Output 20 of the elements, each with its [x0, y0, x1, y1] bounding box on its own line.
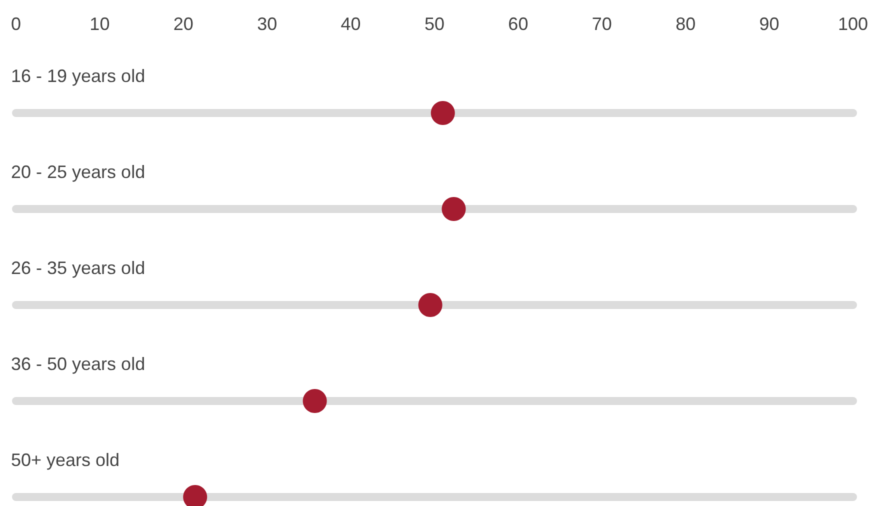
x-tick-label: 90: [759, 14, 780, 34]
x-tick-label: 60: [508, 14, 528, 34]
x-tick-label: 100: [838, 14, 868, 34]
point: [302, 389, 327, 413]
y-tick-label: 36 - 50 years old: [11, 354, 146, 374]
x-tick-label: 30: [257, 14, 278, 34]
y-tick-label: 16 - 19 years old: [11, 66, 146, 86]
point: [418, 293, 442, 317]
x-tick-label: 70: [592, 14, 612, 34]
point: [430, 101, 455, 125]
x-tick-label: 50: [424, 14, 445, 34]
y-tick-label: 50+ years old: [11, 450, 120, 470]
y-tick-label: 26 - 35 years old: [11, 258, 146, 278]
x-tick-label: 40: [340, 14, 361, 34]
x-tick-label: 0: [10, 14, 22, 34]
y-tick-label: 20 - 25 years old: [11, 162, 146, 182]
x-tick-label: 20: [173, 14, 194, 34]
x-tick-label: 10: [90, 14, 110, 34]
x-tick-label: 80: [676, 14, 696, 34]
point: [442, 197, 466, 221]
